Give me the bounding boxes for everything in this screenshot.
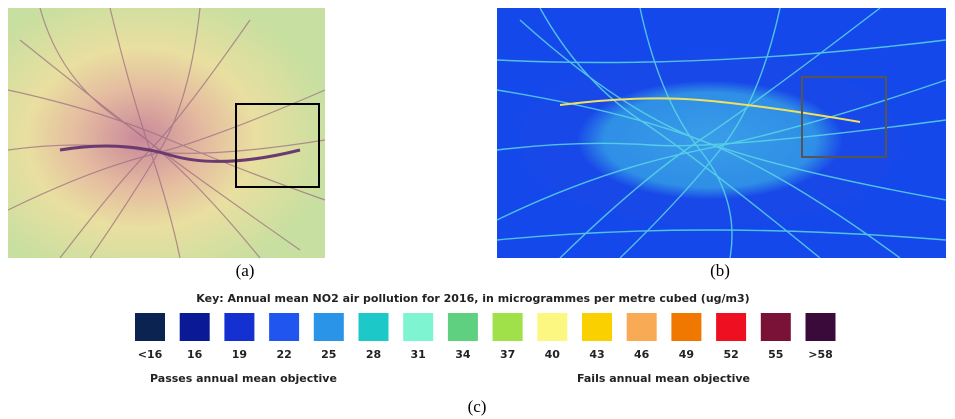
key-label: 19 bbox=[232, 348, 247, 361]
key-label: 55 bbox=[768, 348, 783, 361]
map-a bbox=[8, 8, 325, 258]
caption: (c) bbox=[468, 397, 487, 416]
key-swatch bbox=[671, 313, 701, 341]
key-label: 46 bbox=[634, 348, 650, 361]
key-label: 22 bbox=[276, 348, 291, 361]
key-fails: Fails annual mean objective bbox=[577, 372, 750, 385]
key-label: 40 bbox=[545, 348, 561, 361]
key-swatch bbox=[403, 313, 433, 341]
key-label: 37 bbox=[500, 348, 515, 361]
key-swatch bbox=[135, 313, 165, 341]
key-label: 28 bbox=[366, 348, 381, 361]
key-label: 16 bbox=[187, 348, 203, 361]
key-swatch bbox=[627, 313, 657, 341]
key-swatch bbox=[582, 313, 612, 341]
key-swatch bbox=[269, 313, 299, 341]
key-passes: Passes annual mean objective bbox=[150, 372, 337, 385]
key-swatch bbox=[493, 313, 523, 341]
key-swatch bbox=[180, 313, 210, 341]
key-label: 34 bbox=[455, 348, 471, 361]
panel-label: (a) bbox=[236, 261, 255, 280]
key-label: >58 bbox=[808, 348, 833, 361]
key-swatch bbox=[806, 313, 836, 341]
key-title: Key: Annual mean NO2 air pollution for 2… bbox=[196, 292, 749, 305]
key-swatch bbox=[537, 313, 567, 341]
key-swatch bbox=[448, 313, 478, 341]
key-swatch bbox=[716, 313, 746, 341]
key-label: 52 bbox=[723, 348, 738, 361]
key-label: 25 bbox=[321, 348, 336, 361]
key-swatch bbox=[224, 313, 254, 341]
panel-label: (b) bbox=[710, 261, 730, 280]
key-label: 31 bbox=[411, 348, 426, 361]
key-label: 49 bbox=[679, 348, 694, 361]
key-swatch bbox=[359, 313, 389, 341]
figure: (a) (b) Key: Annual mean NO2 air polluti… bbox=[0, 0, 955, 419]
key-swatches: <16 16 19 22 25 28 31 34 37 40 43 46 49 52 55 >58 bbox=[135, 313, 836, 361]
key-swatch bbox=[761, 313, 791, 341]
key-swatch bbox=[314, 313, 344, 341]
key-label: <16 bbox=[138, 348, 163, 361]
key-label: 43 bbox=[589, 348, 604, 361]
map-b bbox=[497, 8, 946, 258]
